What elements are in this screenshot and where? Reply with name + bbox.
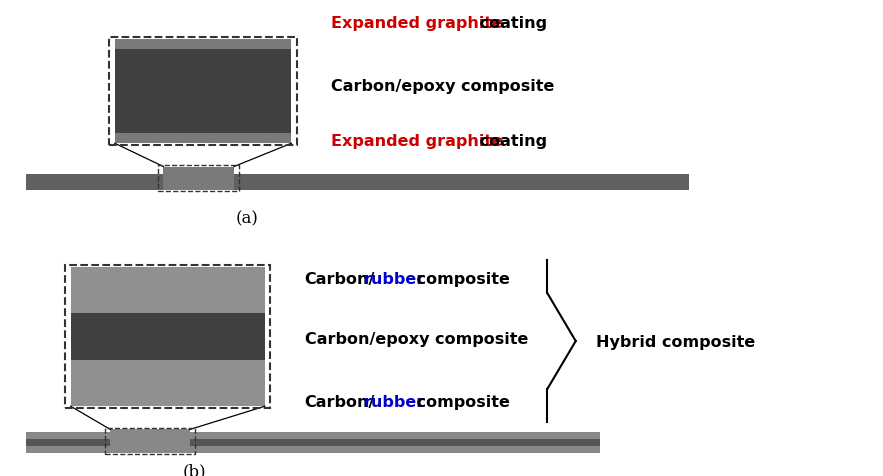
Bar xyxy=(105,428,195,454)
Bar xyxy=(158,166,239,192)
Text: coating: coating xyxy=(474,16,547,31)
Text: composite: composite xyxy=(411,271,510,286)
Text: Carbon/: Carbon/ xyxy=(305,394,375,409)
Bar xyxy=(26,432,600,439)
Bar xyxy=(110,429,190,453)
Bar xyxy=(71,267,265,314)
Bar xyxy=(115,133,291,144)
Text: composite: composite xyxy=(411,394,510,409)
Bar xyxy=(65,266,270,408)
Text: Hybrid composite: Hybrid composite xyxy=(596,334,755,349)
Bar xyxy=(26,439,600,446)
Text: Expanded graphite: Expanded graphite xyxy=(331,16,503,31)
Bar xyxy=(115,50,291,133)
Bar xyxy=(71,314,265,360)
Bar xyxy=(109,38,297,145)
Text: Carbon/: Carbon/ xyxy=(305,271,375,286)
Text: (a): (a) xyxy=(236,210,259,227)
Bar xyxy=(115,40,291,50)
Text: coating: coating xyxy=(474,134,547,149)
Text: Carbon/epoxy composite: Carbon/epoxy composite xyxy=(331,79,555,93)
Text: rubber: rubber xyxy=(364,271,425,286)
Text: (b): (b) xyxy=(183,463,206,476)
Bar xyxy=(163,167,234,190)
Bar xyxy=(26,446,600,453)
Text: Expanded graphite: Expanded graphite xyxy=(331,134,503,149)
Bar xyxy=(71,360,265,407)
Bar xyxy=(26,174,689,190)
Text: Carbon/epoxy composite: Carbon/epoxy composite xyxy=(305,331,528,347)
Text: rubber: rubber xyxy=(364,394,425,409)
